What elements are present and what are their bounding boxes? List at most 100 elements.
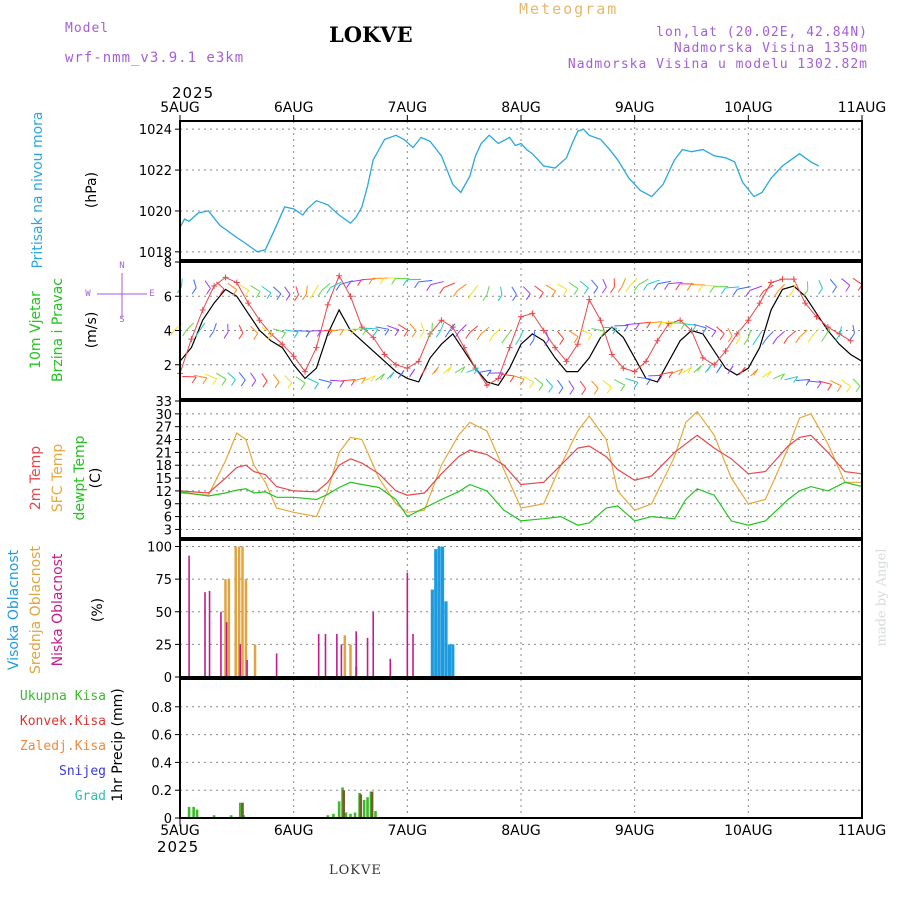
wind-barb xyxy=(659,371,674,376)
wind-barb xyxy=(636,321,651,325)
gust-marker xyxy=(620,365,627,372)
footer-station: LOKVE xyxy=(329,863,382,878)
wind-barb xyxy=(253,333,259,340)
wind-barb xyxy=(752,338,758,346)
wind-barb xyxy=(307,377,319,384)
precip-conv-bar xyxy=(359,794,363,818)
wind-barb xyxy=(370,375,376,382)
y-tick-label: 75 xyxy=(155,573,172,588)
x-tick-label: 10AUG xyxy=(724,100,773,116)
wind-barb xyxy=(523,376,534,383)
wind-barb xyxy=(519,378,525,386)
gust-marker xyxy=(813,313,820,320)
model-name: wrf-nmm_v3.9.1 e3km xyxy=(65,50,245,66)
y-tick-label: 100 xyxy=(147,541,172,556)
cloud-low-bar xyxy=(366,637,369,677)
wind-barb xyxy=(352,328,367,330)
wind-barb xyxy=(321,282,331,291)
dewpoint-line xyxy=(179,481,863,526)
wind-barb xyxy=(454,366,466,374)
wind-barb xyxy=(773,291,779,298)
wind-barb xyxy=(787,330,797,338)
wind-barb xyxy=(720,287,726,295)
wind-barb xyxy=(836,385,842,393)
wind-barb xyxy=(276,293,282,301)
wind-barb xyxy=(482,294,488,301)
panel-frame xyxy=(179,539,863,678)
wind-barb xyxy=(620,384,626,392)
wind-barb xyxy=(384,329,390,336)
y-tick-label: 0.2 xyxy=(151,784,172,799)
cloud-high-bar xyxy=(430,589,434,677)
wind-barb xyxy=(430,281,444,286)
y-tick-label: 33 xyxy=(155,395,172,410)
wind-barb xyxy=(238,372,246,381)
x-tick-label: 10AUG xyxy=(724,823,773,839)
y-tick-label: 6 xyxy=(164,290,172,305)
precip-total-bar xyxy=(238,802,242,818)
wind-barb xyxy=(294,294,299,301)
wind-barb xyxy=(664,283,669,290)
compass-label: N xyxy=(119,261,124,271)
cloud-low-bar xyxy=(324,633,327,677)
wind-barb xyxy=(807,380,822,383)
wind-barb xyxy=(795,336,801,344)
wind-barb xyxy=(766,330,774,339)
x-tick-label: 9AUG xyxy=(615,823,655,839)
wind-barb xyxy=(803,289,809,297)
gust-marker xyxy=(586,296,593,303)
wind-barb xyxy=(675,283,681,291)
wind-barb xyxy=(287,382,293,389)
cloud-mid-bar xyxy=(227,579,231,677)
wind-barb xyxy=(454,331,460,339)
wind-barb xyxy=(193,374,207,379)
wind-barb xyxy=(772,337,778,345)
wind-barb xyxy=(732,288,738,296)
wind-barb xyxy=(725,286,740,289)
wind-barb xyxy=(274,381,280,389)
wind-barb xyxy=(435,330,441,338)
cloud-mid-bar xyxy=(241,546,244,677)
wind-barb xyxy=(749,285,763,291)
wind-barb xyxy=(266,292,272,300)
precip-total-bar xyxy=(362,799,366,818)
wind-barb xyxy=(209,331,214,338)
wind-barb xyxy=(761,338,767,345)
wind-barb xyxy=(402,279,408,286)
wind-barb xyxy=(399,370,405,377)
cloud-low-bar xyxy=(225,622,228,677)
wind-barb xyxy=(593,287,599,294)
wind-barb xyxy=(346,281,351,288)
wind-barb xyxy=(195,330,201,337)
gust-marker xyxy=(256,317,263,324)
wind-barb xyxy=(379,277,385,285)
wind-barb xyxy=(182,329,187,337)
y-tick-label: 25 xyxy=(155,638,172,653)
gust-marker xyxy=(199,306,206,313)
gust-marker xyxy=(529,310,536,317)
wind-barb xyxy=(617,286,623,293)
wind-barb xyxy=(414,281,420,289)
y-tick-label: 0.6 xyxy=(151,729,172,744)
wind-barb xyxy=(680,322,686,330)
wind-barb xyxy=(646,378,652,386)
gust-marker xyxy=(643,358,650,365)
precip-total-bar xyxy=(229,815,233,818)
cloud-high-bar xyxy=(447,644,451,677)
precip-conv-bar xyxy=(370,791,374,818)
wind-barb xyxy=(548,386,554,393)
compass-cross xyxy=(97,273,147,318)
y-tick-label: 2 xyxy=(164,359,172,374)
wind-barb xyxy=(568,380,575,389)
gust-marker xyxy=(495,375,502,382)
gust-marker xyxy=(631,368,638,375)
wind-barb xyxy=(686,284,692,291)
wind-barb xyxy=(501,336,507,344)
wind-barb xyxy=(363,375,376,382)
wind-barb xyxy=(841,379,851,387)
gust-marker xyxy=(802,300,809,307)
cloud-high-bar xyxy=(444,601,448,677)
wind-barb xyxy=(625,285,631,293)
y-tick-label: 1022 xyxy=(139,164,172,179)
cloud-mid-bar xyxy=(224,579,227,677)
